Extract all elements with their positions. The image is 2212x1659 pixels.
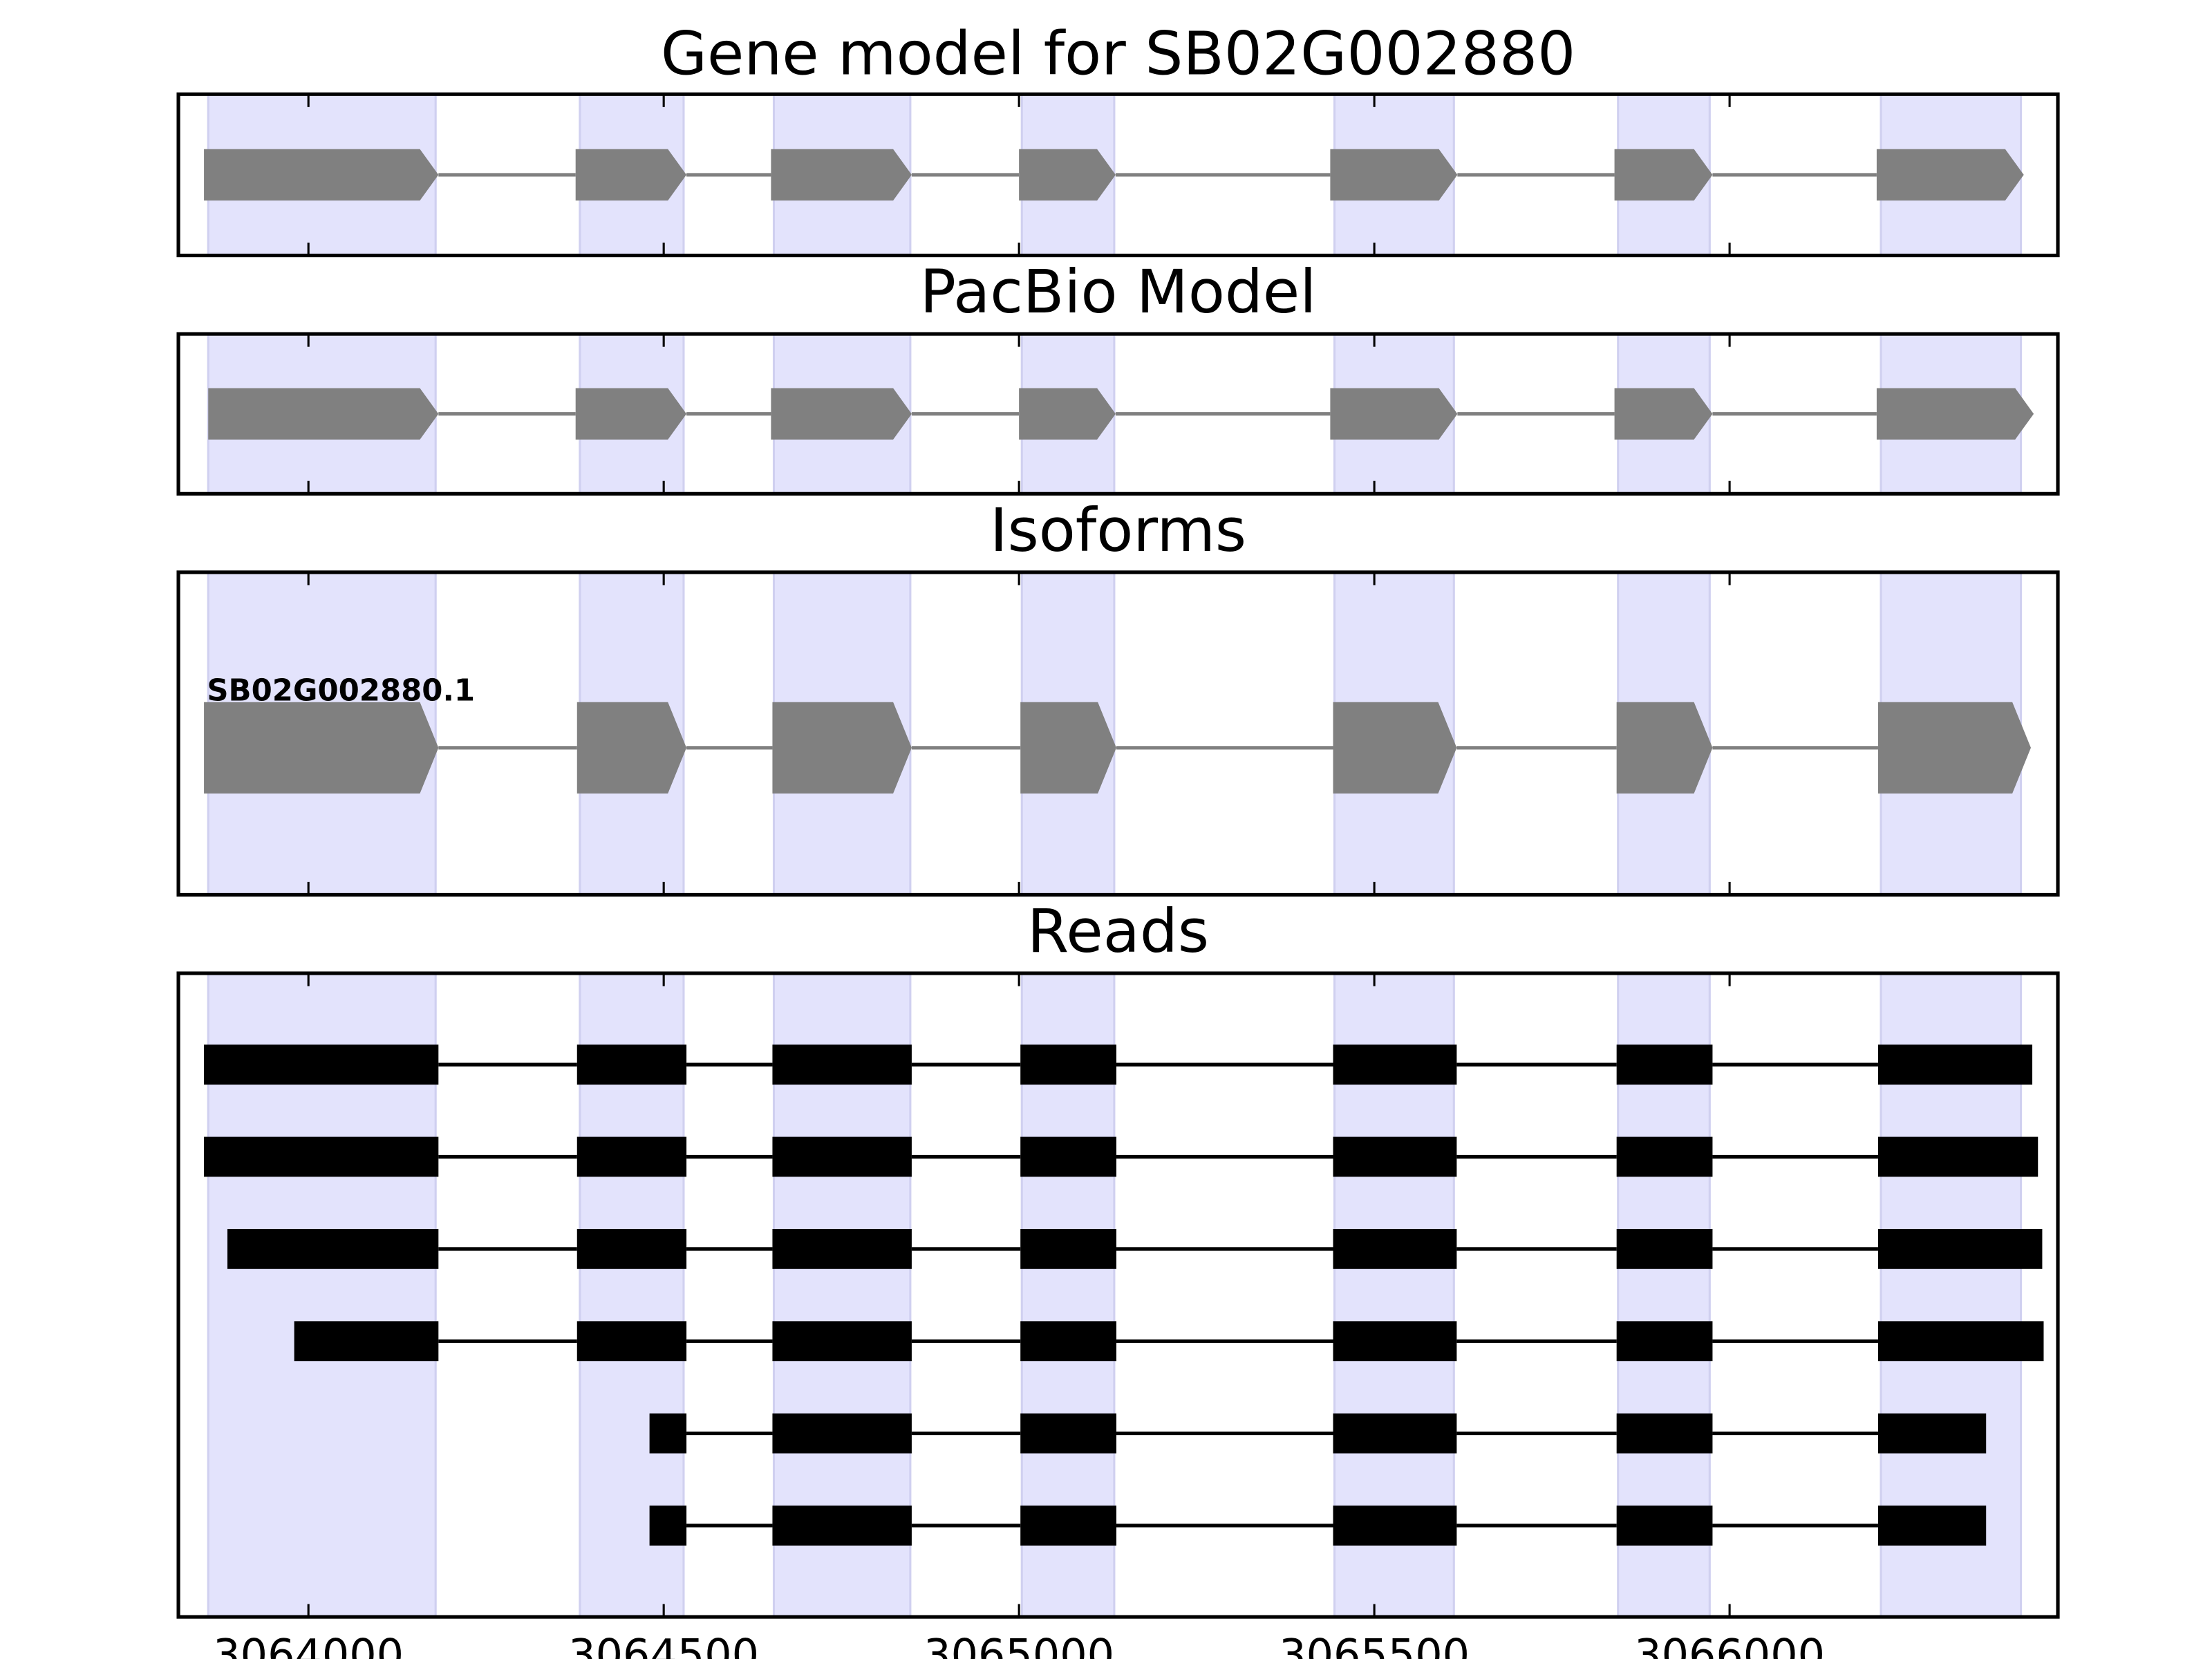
exon (575, 149, 687, 201)
exon (577, 1044, 687, 1085)
exon (772, 702, 912, 794)
exon (772, 1044, 912, 1085)
exon (1616, 1044, 1713, 1085)
panel-frame (176, 92, 2060, 258)
exon (204, 1136, 439, 1177)
exon (772, 1321, 912, 1362)
exon (577, 1136, 687, 1177)
exon (772, 1228, 912, 1269)
exon (1876, 388, 2034, 440)
exon (575, 388, 687, 440)
panel-title: PacBio Model (920, 258, 1317, 327)
exon (1333, 1506, 1457, 1546)
exon (649, 1506, 687, 1546)
exon (1333, 1136, 1457, 1177)
exon (1614, 388, 1713, 440)
exon (1614, 149, 1713, 201)
x-tick-label: 3064500 (568, 1630, 759, 1659)
x-tick-label: 3065000 (924, 1630, 1114, 1659)
exon (1333, 1321, 1457, 1362)
exon (772, 1413, 912, 1454)
x-tick-label: 3066000 (1634, 1630, 1825, 1659)
exon (1616, 1136, 1713, 1177)
exon (1020, 1321, 1116, 1362)
panel-title: Gene model for SB02G002880 (661, 19, 1575, 88)
exon (1616, 702, 1713, 794)
exon (1020, 1136, 1116, 1177)
x-tick-label: 3065500 (1279, 1630, 1470, 1659)
exon (1877, 1228, 2043, 1269)
exon (1330, 388, 1458, 440)
exon (1877, 702, 2031, 794)
exon (294, 1321, 439, 1362)
exon (1333, 702, 1457, 794)
x-tick-label: 3064000 (213, 1630, 404, 1659)
panel-frame (176, 570, 2060, 897)
exon (1333, 1413, 1457, 1454)
exon (771, 388, 912, 440)
exon (204, 1044, 439, 1085)
exon (772, 1506, 912, 1546)
exon (1877, 1506, 1987, 1546)
panel-title: Reads (1027, 897, 1209, 966)
exon (1019, 388, 1116, 440)
exon (1020, 1044, 1116, 1085)
exon (1877, 1413, 1987, 1454)
exon (1616, 1228, 1713, 1269)
panel-frame (176, 332, 2060, 496)
exon (1616, 1413, 1713, 1454)
exon (1020, 1506, 1116, 1546)
exon (1876, 149, 2024, 201)
exon (772, 1136, 912, 1177)
exon (1330, 149, 1458, 201)
exon (1616, 1506, 1713, 1546)
exon (204, 149, 439, 201)
exon (649, 1413, 687, 1454)
exon (1877, 1044, 2033, 1085)
exon (1019, 149, 1116, 201)
exon (204, 702, 439, 794)
exon (577, 1228, 687, 1269)
exon (1333, 1228, 1457, 1269)
exon (1020, 1228, 1116, 1269)
exon (227, 1228, 439, 1269)
panel-title: Isoforms (990, 496, 1246, 565)
panel-frame (176, 971, 2060, 1619)
exon (208, 388, 439, 440)
exon (1333, 1044, 1457, 1085)
exon (577, 1321, 687, 1362)
exon (1020, 702, 1116, 794)
exon (771, 149, 912, 201)
exon (1877, 1136, 2038, 1177)
exon (1877, 1321, 2044, 1362)
exon (577, 702, 687, 794)
exon (1616, 1321, 1713, 1362)
exon (1020, 1413, 1116, 1454)
